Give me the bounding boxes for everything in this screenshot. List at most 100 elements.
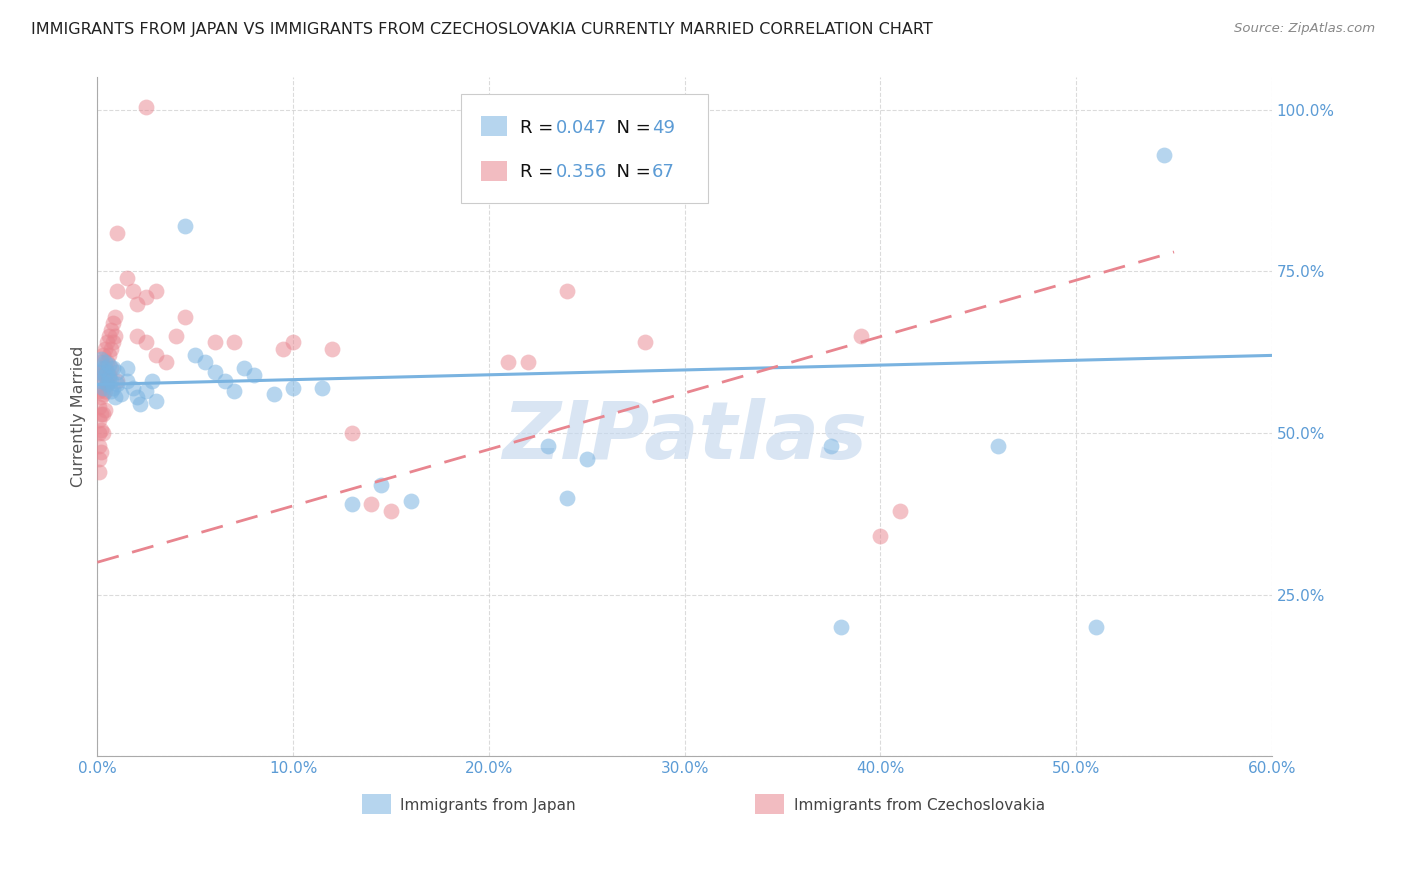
Point <box>89 400 111 414</box>
Point <box>98 329 121 343</box>
Text: Immigrants from Japan: Immigrants from Japan <box>401 797 576 813</box>
Point <box>90 391 112 405</box>
Point <box>281 381 304 395</box>
Point <box>575 451 598 466</box>
Point <box>340 425 363 440</box>
Point <box>987 439 1010 453</box>
Point <box>100 342 122 356</box>
Point <box>96 335 118 350</box>
Point <box>96 377 118 392</box>
Text: 49: 49 <box>652 119 675 136</box>
Point <box>321 342 343 356</box>
Point <box>830 620 852 634</box>
Text: N =: N = <box>605 163 657 181</box>
Text: 0.356: 0.356 <box>555 163 607 181</box>
Point <box>121 284 143 298</box>
Point <box>98 371 121 385</box>
Point <box>263 387 285 401</box>
Point <box>233 361 256 376</box>
Point <box>98 368 121 382</box>
Point <box>90 407 112 421</box>
Point <box>135 99 157 113</box>
Point <box>89 439 111 453</box>
Point <box>869 529 891 543</box>
Point <box>115 361 138 376</box>
Point <box>91 368 114 382</box>
Point <box>101 381 124 395</box>
Point <box>89 465 111 479</box>
Point <box>89 365 111 379</box>
Point <box>135 384 157 398</box>
Point <box>89 384 111 398</box>
Point <box>174 310 197 324</box>
Point <box>135 290 157 304</box>
Point <box>105 226 128 240</box>
Point <box>94 403 117 417</box>
Point <box>94 368 117 382</box>
Point <box>135 335 157 350</box>
Point <box>90 374 112 388</box>
Point <box>273 342 295 356</box>
Point <box>849 329 872 343</box>
Point <box>90 355 112 369</box>
Point <box>184 348 207 362</box>
Text: R =: R = <box>520 119 560 136</box>
Point <box>96 365 118 379</box>
Text: 67: 67 <box>652 163 675 181</box>
Point <box>224 335 246 350</box>
Point <box>889 503 911 517</box>
Point <box>91 348 114 362</box>
Point <box>214 374 236 388</box>
FancyBboxPatch shape <box>461 95 709 203</box>
Point <box>94 342 117 356</box>
Point <box>125 296 148 310</box>
Y-axis label: Currently Married: Currently Married <box>72 346 86 488</box>
Point <box>1084 620 1107 634</box>
Point <box>94 361 117 376</box>
Point <box>89 413 111 427</box>
Text: ZIPatlas: ZIPatlas <box>502 398 868 476</box>
Text: IMMIGRANTS FROM JAPAN VS IMMIGRANTS FROM CZECHOSLOVAKIA CURRENTLY MARRIED CORREL: IMMIGRANTS FROM JAPAN VS IMMIGRANTS FROM… <box>31 22 932 37</box>
Point <box>115 374 138 388</box>
Text: 0.047: 0.047 <box>555 119 606 136</box>
Point <box>110 387 132 401</box>
Point <box>89 365 111 379</box>
Point <box>145 284 167 298</box>
Point <box>91 381 114 395</box>
Point <box>141 374 163 388</box>
Point <box>94 384 117 398</box>
Text: R =: R = <box>520 163 560 181</box>
Point <box>634 335 657 350</box>
Point <box>91 407 114 421</box>
Point <box>194 355 217 369</box>
Point <box>91 387 114 401</box>
Point <box>145 348 167 362</box>
Bar <box>481 116 508 136</box>
Point <box>104 329 127 343</box>
Point <box>96 377 118 392</box>
Point <box>224 384 246 398</box>
Point <box>105 377 128 392</box>
Point <box>380 503 402 517</box>
Text: N =: N = <box>605 119 657 136</box>
Point <box>100 374 122 388</box>
Point <box>204 335 226 350</box>
Point <box>89 451 111 466</box>
Point <box>101 361 124 376</box>
Point <box>517 355 540 369</box>
Point <box>91 425 114 440</box>
Point <box>340 497 363 511</box>
Point <box>90 351 112 366</box>
Point <box>104 310 127 324</box>
Point <box>125 329 148 343</box>
Point <box>115 270 138 285</box>
Point <box>498 355 520 369</box>
Bar <box>361 794 391 814</box>
Point <box>94 355 117 369</box>
Point <box>100 361 122 376</box>
Point <box>243 368 266 382</box>
Point <box>101 335 124 350</box>
Point <box>98 358 121 372</box>
Point <box>820 439 842 453</box>
Point <box>100 322 122 336</box>
